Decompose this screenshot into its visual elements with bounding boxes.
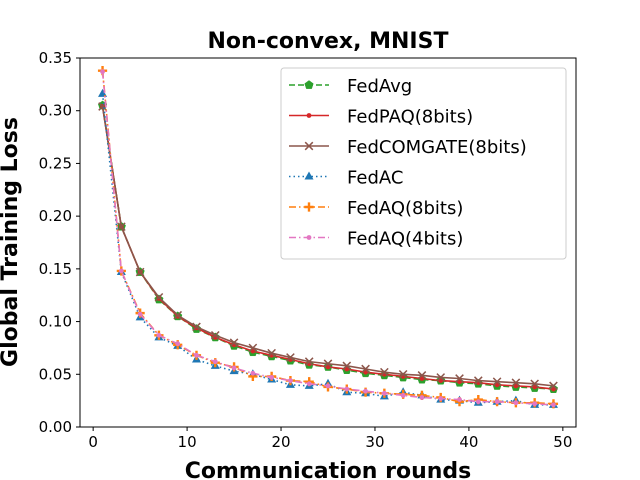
data-point-fedaq-4bits [306, 381, 312, 387]
legend-label-fedac: FedAC [347, 168, 403, 189]
data-point-fedaq-4bits [288, 378, 293, 384]
data-point-fedac [98, 88, 108, 97]
data-point-fedaq-4bits [551, 402, 556, 408]
data-point-fedcomgate-8bits [530, 379, 539, 389]
legend-item-fedcomgate-8bits: FedCOMGATE(8bits) [289, 137, 527, 158]
data-point-fedcomgate-8bits [549, 381, 558, 391]
legend-marker-fedaq-4bits [306, 235, 312, 240]
data-point-fedaq-4bits [381, 390, 387, 396]
y-tick-label: 0.25 [39, 154, 72, 172]
y-tick-label: 0.35 [39, 49, 72, 67]
data-point-fedaq-4bits [194, 352, 199, 358]
x-axis-title: Communication rounds [185, 459, 471, 480]
data-point-fedaq-4bits [325, 383, 331, 389]
series-fedcomgate-8bits [98, 102, 558, 391]
data-point-fedcomgate-8bits [417, 371, 427, 380]
data-point-fedcomgate-8bits [210, 330, 220, 340]
data-point-fedaq-4bits [438, 396, 444, 401]
data-point-fedcomgate-8bits [286, 353, 295, 362]
data-point-fedcomgate-8bits [304, 357, 314, 366]
data-point-fedcomgate-8bits [398, 369, 408, 379]
data-point-fedcomgate-8bits [173, 310, 183, 320]
legend-marker-fedcomgate-8bits [304, 141, 314, 151]
x-tick-label: 20 [271, 433, 290, 451]
data-point-fedcomgate-8bits [154, 292, 164, 302]
data-point-fedaq-4bits [156, 332, 162, 338]
data-point-fedaq-4bits [475, 399, 481, 405]
legend-label-fedaq-8bits: FedAQ(8bits) [347, 198, 463, 219]
data-point-fedaq-4bits [231, 365, 237, 371]
y-tick-label: 0.00 [39, 418, 72, 436]
axes-layer: 0 10 20 30 40 50 0.00 0.05 0.10 0.15 0.20 0.25 0.30 0… [39, 49, 577, 451]
data-point-fedcomgate-8bits [342, 361, 352, 371]
y-tick-label: 0.20 [39, 207, 72, 225]
data-point-fedaq-4bits [400, 392, 406, 398]
data-point-fedcomgate-8bits [323, 359, 333, 369]
legend-label-fedavg: FedAvg [347, 76, 412, 97]
data-point-fedcomgate-8bits [361, 364, 370, 374]
legend-marker-fedpaq-8bits [306, 113, 312, 118]
data-point-fedaq-4bits [100, 69, 105, 75]
data-point-fedaq-4bits [344, 386, 350, 392]
legend-label-fedaq-4bits: FedAQ(4bits) [347, 229, 463, 250]
data-point-fedaq-4bits [513, 400, 519, 406]
plot-frame [79, 57, 577, 428]
x-tick-label: 40 [459, 433, 478, 451]
y-axis-title: Global Training Loss [0, 117, 23, 367]
data-point-fedaq-4bits [363, 388, 368, 394]
data-point-fedaq-4bits [175, 341, 181, 347]
data-point-fedcomgate-8bits [455, 374, 464, 383]
data-point-fedcomgate-8bits [473, 376, 483, 385]
y-tick-label: 0.10 [39, 313, 72, 331]
legend-marker-fedavg [304, 80, 314, 89]
data-point-fedcomgate-8bits [511, 378, 521, 388]
data-point-fedcomgate-8bits [492, 377, 502, 386]
legend-marker-fedaq-8bits [304, 202, 314, 212]
legend-label-fedpaq-8bits: FedPAQ(8bits) [347, 107, 473, 128]
series-layer [97, 66, 559, 409]
data-point-fedaq-4bits [419, 395, 425, 400]
x-tick-label: 10 [178, 433, 197, 451]
y-tick-label: 0.05 [39, 365, 72, 383]
chart-title: Non-convex, MNIST [208, 29, 449, 54]
data-point-fedaq-4bits [137, 311, 143, 317]
data-point-fedcomgate-8bits [248, 343, 258, 353]
legend-item-fedpaq-8bits: FedPAQ(8bits) [289, 107, 473, 128]
x-tick-label: 0 [88, 433, 98, 451]
x-tick-label: 30 [365, 433, 384, 451]
data-point-fedcomgate-8bits [436, 373, 446, 382]
legend-item-fedac: FedAC [289, 168, 403, 189]
series-fedaq-4bits [100, 69, 556, 408]
data-point-fedcomgate-8bits [117, 222, 126, 232]
data-point-fedaq-4bits [457, 397, 462, 402]
legend-item-fedaq-8bits: FedAQ(8bits) [289, 198, 463, 219]
legend-label-fedcomgate-8bits: FedCOMGATE(8bits) [347, 137, 527, 158]
data-point-fedaq-4bits [269, 375, 275, 380]
legend-item-fedavg: FedAvg [289, 76, 412, 97]
data-point-fedcomgate-8bits [267, 348, 276, 358]
legend-item-fedaq-4bits: FedAQ(4bits) [289, 229, 463, 250]
data-point-fedcomgate-8bits [135, 267, 145, 277]
y-tick-label: 0.15 [39, 260, 72, 278]
data-point-fedaq-4bits [494, 399, 500, 405]
data-point-fedaq-4bits [118, 268, 124, 274]
data-point-fedcomgate-8bits [192, 322, 201, 332]
legend-box [280, 67, 567, 260]
data-point-fedaq-4bits [212, 359, 218, 365]
data-point-fedcomgate-8bits [380, 367, 389, 377]
legend-marker-fedac [304, 171, 314, 180]
data-point-fedaq-4bits [532, 401, 538, 407]
data-point-fedaq-4bits [250, 370, 256, 376]
legend: FedAvg FedPAQ(8bits) FedCOMGATE(8bits) FedA… [280, 67, 567, 260]
data-point-fedcomgate-8bits [229, 338, 239, 347]
x-tick-label: 50 [553, 433, 572, 451]
y-tick-label: 0.30 [39, 102, 72, 120]
